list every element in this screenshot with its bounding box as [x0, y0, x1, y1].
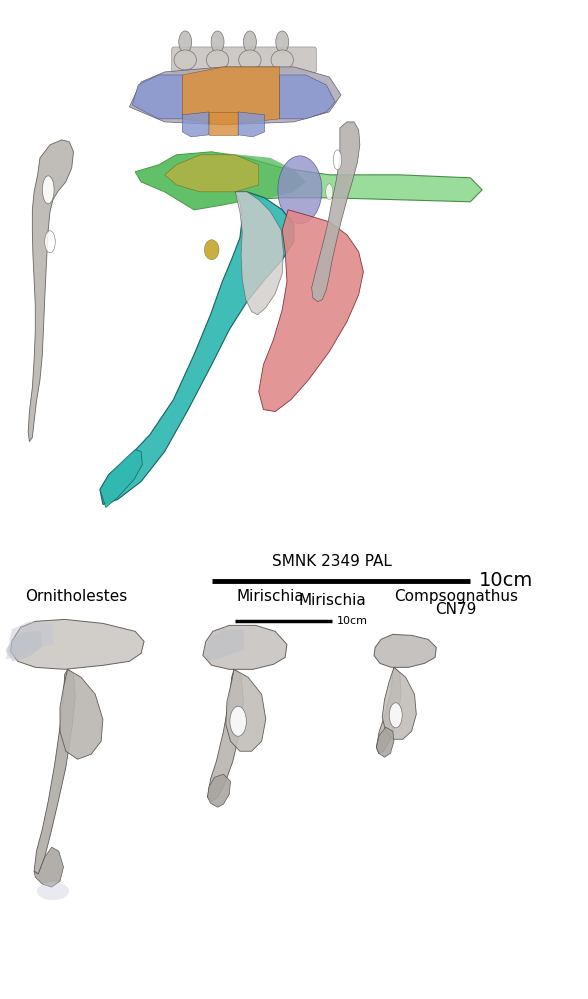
Ellipse shape — [278, 156, 322, 224]
FancyBboxPatch shape — [172, 47, 316, 73]
Text: Ornitholestes: Ornitholestes — [25, 589, 128, 604]
Polygon shape — [60, 669, 103, 759]
Polygon shape — [182, 112, 209, 137]
Ellipse shape — [174, 50, 196, 70]
Polygon shape — [34, 847, 64, 887]
Polygon shape — [279, 75, 335, 119]
Polygon shape — [209, 112, 238, 135]
Polygon shape — [235, 192, 283, 315]
Text: 10cm: 10cm — [336, 616, 368, 626]
Text: CN79: CN79 — [435, 602, 476, 617]
Text: Mirischia: Mirischia — [298, 593, 366, 608]
Ellipse shape — [276, 31, 289, 53]
Polygon shape — [238, 112, 265, 137]
Ellipse shape — [36, 882, 69, 900]
Polygon shape — [135, 152, 306, 210]
Ellipse shape — [333, 150, 342, 170]
Polygon shape — [374, 634, 436, 667]
Polygon shape — [28, 140, 74, 442]
Text: Compsognathus: Compsognathus — [394, 589, 517, 604]
Polygon shape — [376, 727, 394, 757]
Ellipse shape — [243, 31, 256, 53]
Polygon shape — [129, 67, 341, 125]
Ellipse shape — [179, 31, 192, 53]
Ellipse shape — [271, 50, 293, 70]
Polygon shape — [382, 667, 416, 739]
Polygon shape — [203, 625, 287, 669]
Polygon shape — [208, 774, 230, 807]
Text: SMNK 2349 PAL: SMNK 2349 PAL — [272, 554, 392, 569]
Polygon shape — [208, 669, 243, 801]
Ellipse shape — [230, 706, 246, 736]
Ellipse shape — [205, 240, 219, 260]
Ellipse shape — [326, 184, 333, 200]
Polygon shape — [34, 669, 75, 874]
Polygon shape — [165, 155, 259, 192]
Ellipse shape — [239, 50, 261, 70]
Polygon shape — [100, 192, 294, 504]
Polygon shape — [132, 75, 182, 119]
Polygon shape — [100, 450, 142, 507]
Text: 10cm: 10cm — [479, 570, 533, 590]
Ellipse shape — [42, 176, 54, 204]
Polygon shape — [182, 67, 279, 125]
Text: Mirischia: Mirischia — [236, 589, 305, 604]
Ellipse shape — [389, 703, 402, 727]
Polygon shape — [205, 629, 244, 661]
Ellipse shape — [45, 231, 55, 253]
Polygon shape — [259, 210, 363, 412]
Ellipse shape — [211, 31, 224, 53]
Ellipse shape — [206, 50, 229, 70]
Polygon shape — [226, 669, 266, 751]
Polygon shape — [6, 621, 53, 659]
Polygon shape — [312, 122, 360, 302]
Polygon shape — [135, 152, 482, 210]
Polygon shape — [6, 631, 41, 661]
Polygon shape — [11, 619, 144, 669]
Polygon shape — [376, 667, 401, 753]
